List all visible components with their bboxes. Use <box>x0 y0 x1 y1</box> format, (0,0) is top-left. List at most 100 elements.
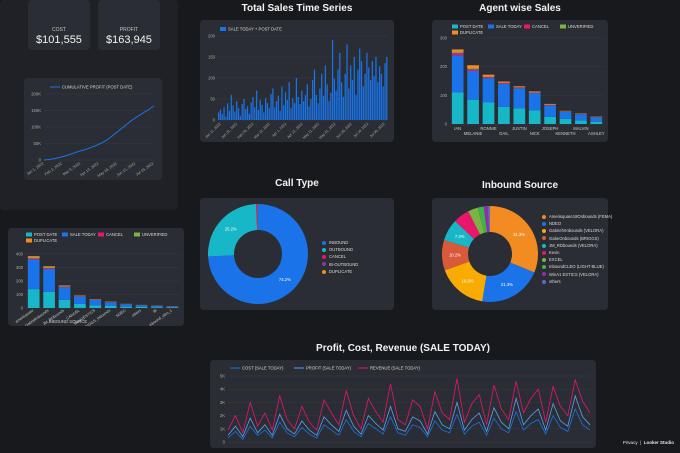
total-sales-title: Total Sales Time Series <box>200 3 394 14</box>
inbound-bar-legend-label: CANCEL <box>106 232 124 237</box>
inbound-bar-bar-unverified <box>43 267 55 268</box>
total-sales-bar <box>278 96 279 120</box>
agent-sales-bar-unverified <box>452 51 464 52</box>
cumulative-ytick: 150K <box>31 108 41 113</box>
inbound-source-title: Inbound Source <box>432 180 608 191</box>
inbound-bar-bar-post-date <box>28 289 40 308</box>
call-type-legend-label: OUTBOUND <box>329 247 353 252</box>
cost-value: $101,555 <box>28 34 90 46</box>
agent-legend-swatch <box>524 25 530 29</box>
total-sales-bar <box>307 84 308 120</box>
inbound-source-legend-label: Amerisquare18Onbounds (FEMA) <box>549 214 612 219</box>
inbound-bar-bar-post-date <box>105 306 117 308</box>
inbound-source-legend-dot <box>542 280 546 284</box>
total-sales-ytick: 50 <box>210 97 215 102</box>
call-type-legend-item: DUPLICATE <box>322 269 358 274</box>
inbound-source-legend-item: JM_RDbounds (VELORA) <box>542 243 612 248</box>
inbound-bar-bar-sale-today <box>151 306 163 307</box>
pcr-ytick: 0 <box>223 440 226 445</box>
inbound-bar-legend-swatch <box>26 233 32 237</box>
agent-sales-bar-post-date <box>498 107 510 124</box>
agent-sales-bar-sale-today <box>590 117 602 121</box>
inbound-source-legend-label: InboundCLEO (LIGHT BLUE) <box>549 264 604 269</box>
inbound-bar-xlabel: INBOUND SOURCE <box>49 319 88 324</box>
profit-metric-card: PROFIT $163,945 <box>98 0 160 50</box>
call-type-legend-dot <box>322 262 326 266</box>
privacy-link[interactable]: Privacy <box>623 440 638 445</box>
total-sales-bar <box>263 112 264 120</box>
inbound-source-pct-label: 21.3% <box>501 282 513 287</box>
total-sales-bar <box>301 91 302 120</box>
total-sales-ytick: 0 <box>213 118 216 123</box>
inbound-bar-bar-sale-today <box>43 269 55 292</box>
call-type-legend-item: INBOUND <box>322 240 358 245</box>
inbound-source-legend-item: Kevin <box>542 250 612 255</box>
cumulative-legend-label: CUMULATIVE PROFIT (POST DATE) <box>62 85 133 90</box>
inbound-source-legend-label: GabeOnbounds (BRIGGS) <box>549 236 599 241</box>
agent-sales-bar-unverified <box>529 92 541 93</box>
agent-sales-bar-duplicate <box>498 82 510 83</box>
agent-sales-bar-post-date <box>483 103 495 125</box>
inbound-source-legend-dot <box>542 258 546 262</box>
agent-legend-swatch <box>488 25 494 29</box>
agent-sales-bar-cancel <box>498 83 510 84</box>
total-sales-bar <box>312 80 313 120</box>
total-sales-bar <box>242 104 243 120</box>
total-sales-bar <box>231 95 232 120</box>
inbound-bar-bar-sale-today <box>74 297 86 304</box>
agent-sales-ytick: 0 <box>445 122 448 127</box>
cost-label: COST <box>28 27 90 33</box>
total-sales-bar <box>357 70 358 120</box>
inbound-bar-bar-cancel <box>43 268 55 269</box>
inbound-bar-xtick: IB <box>152 308 158 314</box>
agent-sales-bar-post-date <box>529 110 541 124</box>
call-type-legend-item: CANCEL <box>322 254 358 259</box>
total-sales-bar <box>341 82 342 120</box>
total-sales-bar <box>289 82 290 120</box>
agent-sales-bar-post-date <box>513 108 525 124</box>
agent-sales-bar-duplicate <box>452 49 464 51</box>
inbound-bar-bar-post-date <box>43 292 55 308</box>
agent-sales-bar-cancel <box>452 53 464 55</box>
agent-legend-label: DUPLICATE <box>460 30 483 35</box>
inbound-source-panel: 31.3%21.3%16.9%10.2%7.3% Amerisquare18On… <box>432 198 608 310</box>
total-sales-bar <box>276 101 277 120</box>
total-sales-xtick: Mar 12, 2022 <box>253 122 271 140</box>
call-type-legend-dot <box>322 248 326 252</box>
total-sales-bar <box>363 86 364 120</box>
total-sales-bar <box>377 82 378 120</box>
agent-sales-bar-unverified <box>498 82 510 83</box>
inbound-bar-ytick: 200 <box>16 279 24 284</box>
call-type-legend-item: OUTBOUND <box>322 247 358 252</box>
total-sales-bar <box>384 63 385 120</box>
total-sales-xtick: Feb 20, 2022 <box>237 122 255 140</box>
total-sales-bar <box>243 99 244 120</box>
total-sales-bar <box>366 53 367 120</box>
inbound-bar-xtick: others <box>131 308 142 317</box>
call-type-pct-label: 74.2% <box>279 277 291 282</box>
pcr-title: Profit, Cost, Revenue (SALE TODAY) <box>210 343 596 354</box>
cumulative-ytick: 50K <box>34 141 42 146</box>
inbound-bar-bar-post-date <box>151 307 163 308</box>
inbound-bar-bar-sale-today <box>166 307 178 308</box>
agent-legend-label: UNVERIFIED <box>568 24 593 29</box>
total-sales-bar <box>269 108 270 120</box>
total-sales-bar <box>316 95 317 120</box>
profit-value: $163,945 <box>98 34 160 46</box>
total-sales-bar <box>317 103 318 120</box>
cumulative-xtick: Jan 1, 2022 <box>26 162 45 177</box>
agent-sales-bar-post-date <box>560 119 572 124</box>
inbound-source-legend-dot <box>542 272 546 276</box>
inbound-bar-bar-sale-today <box>59 287 71 300</box>
total-sales-ytick: 100 <box>208 76 216 81</box>
total-sales-bar <box>290 108 291 120</box>
agent-sales-bar-cancel <box>513 87 525 88</box>
total-sales-bar <box>321 74 322 120</box>
total-sales-bar <box>294 103 295 120</box>
looker-studio-brand[interactable]: Looker Studio <box>644 440 674 445</box>
pcr-ytick: 2K <box>220 413 225 418</box>
